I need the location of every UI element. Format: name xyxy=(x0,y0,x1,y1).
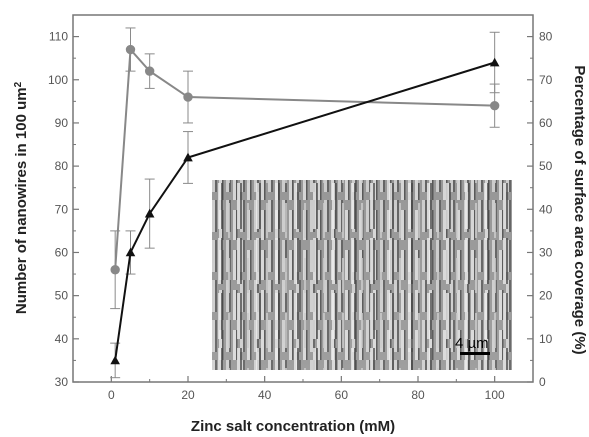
left-tick-label: 30 xyxy=(55,375,69,389)
left-tick-label: 110 xyxy=(49,30,68,44)
right-tick-label: 30 xyxy=(539,245,553,259)
x-tick-label: 60 xyxy=(335,388,349,402)
right-tick-label: 10 xyxy=(539,332,553,346)
scale-bar-label: 4 µm xyxy=(455,335,489,352)
left-axis-title-text: Number of nanowires in 100 um xyxy=(13,87,30,314)
data-point-triangle xyxy=(183,152,193,162)
data-point-triangle xyxy=(125,247,136,257)
right-tick-label: 40 xyxy=(539,202,553,216)
sem-inset-image: 4 µm xyxy=(212,180,512,370)
surface-coverage-series xyxy=(110,31,500,379)
right-tick-label: 20 xyxy=(539,289,553,303)
x-tick-label: 80 xyxy=(411,388,425,402)
x-tick-label: 20 xyxy=(181,388,195,402)
x-tick-label: 100 xyxy=(485,388,505,402)
left-axis-title-superscript: 2 xyxy=(13,81,24,87)
left-tick-label: 80 xyxy=(55,159,69,173)
left-tick-label: 70 xyxy=(55,202,69,216)
right-tick-label: 60 xyxy=(539,116,553,130)
data-series xyxy=(110,27,500,379)
left-tick-label: 100 xyxy=(48,73,68,87)
left-tick-label: 90 xyxy=(55,116,69,130)
x-tick-label: 40 xyxy=(258,388,272,402)
x-axis-title: Zinc salt concentration (mM) xyxy=(191,418,395,435)
x-tick-label: 0 xyxy=(108,388,115,402)
left-tick-label: 60 xyxy=(55,245,69,259)
nanowire-count-series xyxy=(110,27,500,310)
data-point-circle xyxy=(144,66,155,76)
data-point-circle xyxy=(125,44,136,55)
data-point-triangle xyxy=(489,57,500,67)
data-point-circle xyxy=(183,92,193,102)
right-tick-label: 50 xyxy=(539,159,553,173)
axis-ticks: 0 20 40 60 80 100 30 40 50 60 70 80 90 100 110 0 10 20 30 4… xyxy=(48,14,553,402)
right-axis-title: Percentage of surface area coverage (%) xyxy=(571,65,588,354)
right-tick-label: 70 xyxy=(539,73,553,87)
left-tick-label: 40 xyxy=(55,332,69,346)
data-point-circle xyxy=(110,265,120,275)
data-point-triangle xyxy=(110,355,120,365)
data-point-triangle xyxy=(144,208,155,218)
right-tick-label: 0 xyxy=(539,375,546,389)
right-tick-label: 80 xyxy=(539,30,553,44)
left-tick-label: 50 xyxy=(55,289,69,303)
data-point-circle xyxy=(489,100,500,111)
scale-bar xyxy=(460,352,490,355)
left-axis-title: Number of nanowires in 100 um2 xyxy=(13,81,30,314)
